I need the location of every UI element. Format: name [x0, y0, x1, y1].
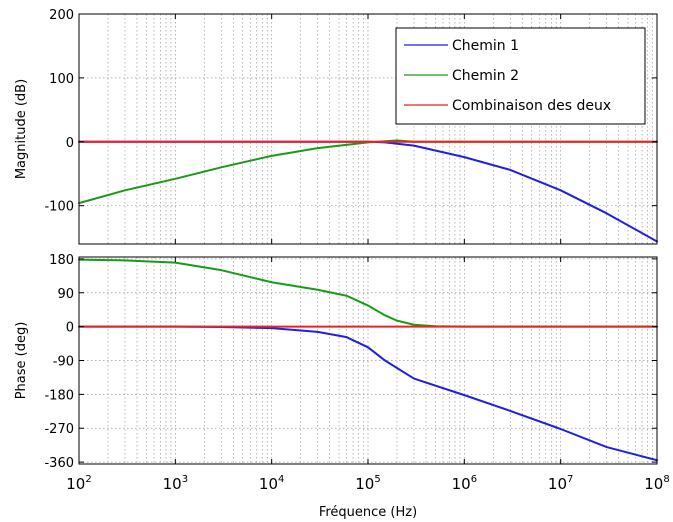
x-tick-label: 108 [644, 474, 669, 493]
y-tick-label: 0 [66, 136, 74, 151]
y-axis-label: Phase (deg) [14, 322, 29, 400]
y-tick-label: 100 [49, 72, 74, 87]
legend-box [395, 27, 646, 125]
legend-label: Chemin 1 [452, 38, 519, 54]
y-tick-label: -90 [53, 355, 74, 370]
x-tick-label: 107 [548, 474, 573, 493]
x-tick-label: 104 [259, 474, 284, 493]
x-tick-label: 102 [66, 474, 91, 493]
x-tick-label: 103 [163, 474, 188, 493]
y-tick-label: 200 [49, 8, 74, 23]
legend-label: Chemin 2 [452, 68, 519, 84]
x-axis-label: Fréquence (Hz) [319, 505, 417, 520]
legend: Chemin 1 Chemin 2 Combinaison des deux [395, 27, 646, 125]
y-tick-label: 180 [49, 253, 74, 268]
y-tick-label: 0 [66, 321, 74, 336]
y-tick-label: -100 [44, 200, 74, 215]
x-tick-label: 106 [452, 474, 477, 493]
y-tick-label: -180 [44, 388, 74, 403]
y-axis-label: Magnitude (dB) [14, 79, 29, 179]
phase-plot: 180 90 0 -90 -180 -270 -360 102 103 104 105 106 107 1… [14, 253, 670, 520]
y-tick-label: -270 [44, 422, 74, 437]
x-tick-label: 105 [355, 474, 380, 493]
y-tick-label: -360 [44, 456, 74, 471]
legend-label: Combinaison des deux [452, 98, 611, 114]
y-tick-label: 90 [57, 287, 74, 302]
